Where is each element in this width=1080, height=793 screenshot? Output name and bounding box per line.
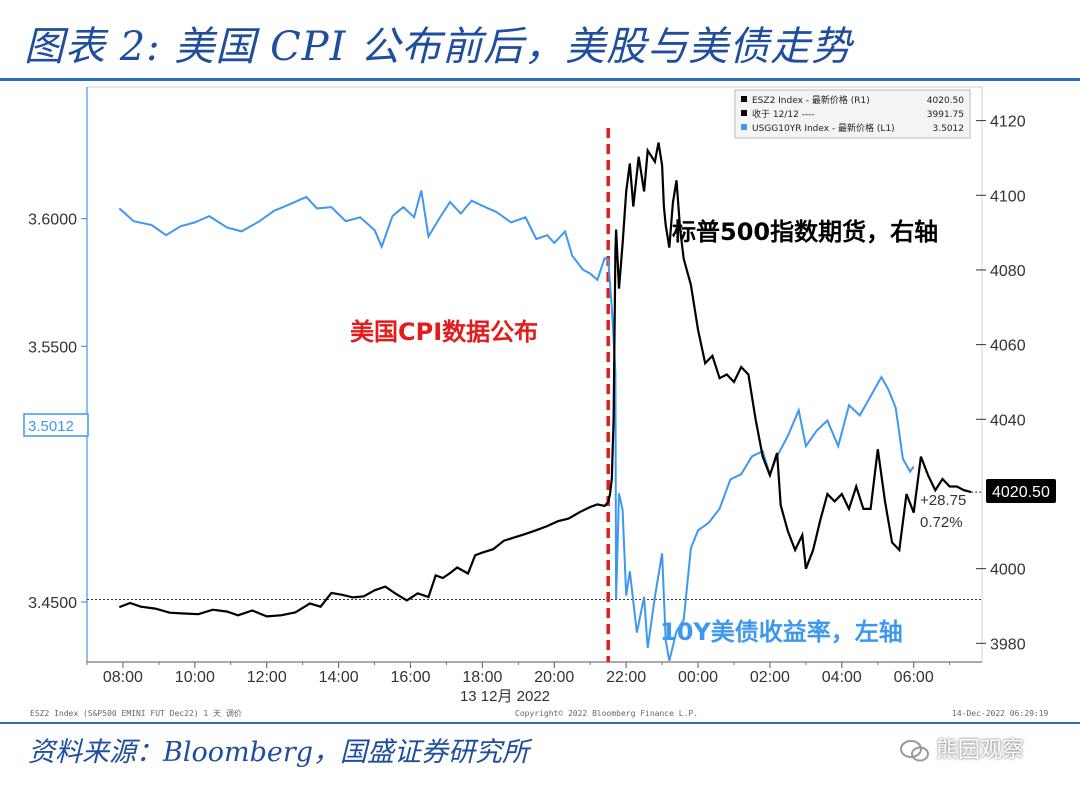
futures-annotation: 标普500指数期货，右轴 (672, 218, 938, 246)
left-tick-label: 3.4500 (28, 595, 77, 612)
legend: ESZ2 Index - 最新价格 (R1) 4020.50 收于 12/12 … (734, 89, 971, 139)
source-note: 资料来源：Bloomberg，国盛证券研究所 (28, 737, 530, 768)
legend-value-yield: 3.5012 (933, 124, 965, 134)
left-last-badge-box (23, 413, 89, 437)
legend-label-futures: ESZ2 Index - 最新价格 (R1) (752, 94, 870, 106)
cpi-annotation: 美国CPI数据公布 (350, 318, 538, 346)
change-percent: 0.72% (920, 514, 963, 531)
left-tick-label: 3.5500 (28, 339, 77, 356)
legend-swatch-futures (741, 96, 747, 102)
series-futures-line (118, 142, 972, 618)
yield-annotation: 10Y美债收益率，左轴 (660, 618, 903, 646)
right-tick-label: 4080 (990, 263, 1026, 280)
right-last-value: 4020.50 (992, 484, 1050, 501)
x-tick-label: 02:00 (750, 669, 790, 686)
right-tick-label: 4060 (990, 338, 1026, 355)
change-value: +28.75 (920, 492, 966, 509)
wechat-icon (900, 740, 929, 762)
x-tick-label: 10:00 (175, 669, 215, 686)
x-tick-label: 00:00 (678, 669, 718, 686)
legend-label-close: 收于 12/12 ---- (752, 108, 815, 120)
timestamp-note: 14-Dec-2022 06:29:19 (952, 709, 1049, 718)
copyright-note: Copyright© 2022 Bloomberg Finance L.P. (515, 709, 698, 718)
watermark: 熊园观察 (900, 732, 1024, 764)
right-axis: 4120 4100 4080 4060 4040 4000 3980 (976, 114, 1026, 653)
plot-frame (86, 86, 983, 663)
series-yield-line (118, 190, 915, 661)
date-label: 13 12月 2022 (460, 688, 550, 705)
right-tick-label: 4040 (990, 412, 1026, 429)
legend-swatch-close (741, 110, 747, 116)
legend-label-yield: USGG10YR Index - 最新价格 (L1) (752, 122, 895, 134)
left-axis: 3.6000 3.5500 3.4500 (28, 212, 87, 612)
right-tick-label: 4100 (990, 188, 1026, 205)
legend-value-futures: 4020.50 (927, 96, 964, 106)
legend-value-close: 3991.75 (927, 110, 964, 120)
left-last-badge: 3.5012 (23, 413, 89, 437)
right-tick-label: 4120 (990, 114, 1026, 131)
x-axis: 08:00 10:00 12:00 14:00 16:00 18:00 20:00 22:00… (86, 661, 982, 686)
x-tick-label: 06:00 (894, 669, 934, 686)
x-tick-label: 22:00 (606, 669, 646, 686)
x-tick-label: 14:00 (319, 669, 359, 686)
page-title: 图表 2: 美国 CPI 公布前后，美股与美债走势 (24, 24, 853, 70)
title-underline (0, 78, 1080, 81)
x-tick-label: 08:00 (103, 669, 143, 686)
bottom-left-note: ESZ2 Index (S&P500 EMINI FUT Dec22) 1 天 … (30, 709, 242, 718)
legend-swatch-yield (741, 124, 747, 130)
x-tick-label: 18:00 (462, 669, 502, 686)
right-last-badge-box (986, 479, 1056, 503)
x-tick-label: 20:00 (534, 669, 574, 686)
x-tick-label: 12:00 (247, 669, 287, 686)
left-tick-label: 3.6000 (28, 212, 77, 229)
watermark-text: 熊园观察 (936, 738, 1025, 763)
x-tick-label: 04:00 (822, 669, 862, 686)
x-tick-label: 16:00 (390, 669, 430, 686)
right-last-badge: 4020.50 (986, 479, 1056, 503)
right-tick-label: 3980 (990, 636, 1026, 653)
left-last-value: 3.5012 (28, 418, 74, 435)
footer-rule (0, 722, 1080, 724)
right-tick-label: 4000 (990, 562, 1026, 579)
legend-box (734, 89, 971, 139)
